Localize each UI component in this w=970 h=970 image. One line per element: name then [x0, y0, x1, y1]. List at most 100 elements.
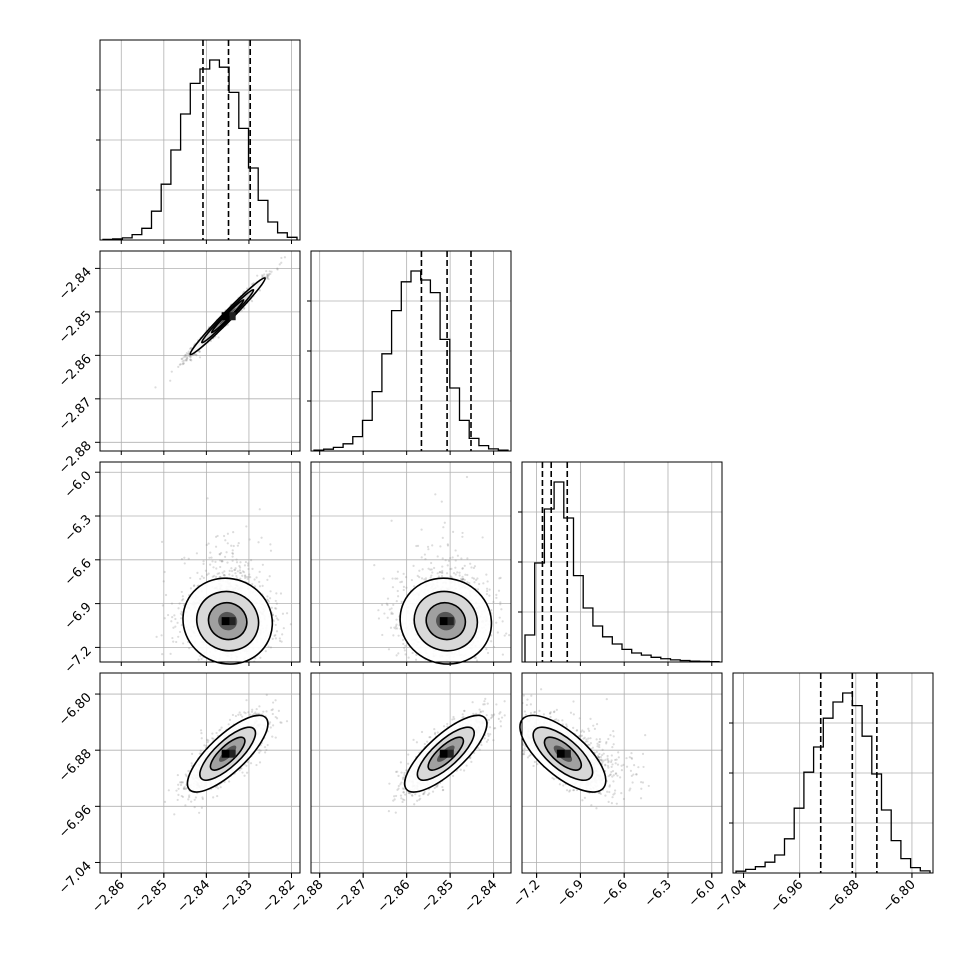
data-point	[186, 357, 189, 360]
data-point	[252, 281, 255, 285]
data-point	[277, 618, 280, 621]
data-point	[396, 570, 399, 573]
data-point	[269, 726, 272, 729]
data-point	[228, 718, 232, 721]
data-point	[207, 542, 210, 545]
data-point	[223, 570, 226, 573]
data-point	[222, 573, 225, 577]
data-point	[257, 541, 260, 544]
data-point	[274, 607, 277, 610]
data-point	[473, 581, 476, 584]
data-point	[238, 564, 241, 568]
data-point	[495, 593, 498, 596]
density-peak	[221, 312, 230, 321]
data-point	[395, 600, 398, 603]
data-point	[499, 576, 502, 580]
data-point	[198, 350, 201, 353]
data-point	[275, 592, 278, 595]
data-point	[267, 273, 271, 276]
data-point	[241, 570, 245, 573]
data-point	[265, 710, 268, 713]
data-point	[223, 574, 226, 577]
data-point	[461, 575, 464, 578]
data-point	[377, 617, 381, 620]
data-point	[466, 581, 469, 584]
data-point	[231, 559, 234, 562]
data-point	[258, 712, 261, 715]
data-point	[182, 359, 186, 362]
data-point	[161, 653, 164, 656]
data-point	[190, 359, 193, 362]
data-point	[389, 626, 393, 629]
data-point	[440, 574, 444, 578]
data-point	[418, 575, 421, 579]
data-point	[388, 608, 391, 611]
histogram-2	[524, 481, 720, 663]
data-point	[194, 353, 198, 356]
data-point	[473, 656, 476, 659]
data-point	[275, 602, 278, 605]
data-point	[269, 646, 273, 649]
data-point	[263, 746, 267, 749]
data-point	[266, 595, 269, 598]
data-point	[175, 640, 178, 644]
data-point	[189, 358, 192, 361]
data-point	[485, 573, 488, 576]
data-point	[462, 577, 465, 581]
data-point	[203, 666, 205, 668]
data-point	[234, 572, 237, 575]
data-point	[231, 552, 235, 555]
data-point	[404, 653, 407, 656]
data-point	[425, 667, 427, 669]
data-point	[170, 370, 173, 373]
data-point	[189, 347, 192, 350]
data-point	[490, 609, 493, 612]
data-point	[231, 552, 234, 555]
data-point	[180, 610, 183, 613]
data-point	[429, 670, 431, 672]
data-point	[255, 576, 258, 579]
data-point	[200, 657, 203, 661]
data-point	[396, 627, 399, 630]
data-point	[204, 569, 207, 572]
data-point	[476, 577, 479, 580]
data-point	[183, 354, 186, 357]
data-point	[445, 572, 449, 575]
data-point	[259, 656, 262, 659]
data-point	[196, 571, 199, 574]
data-point	[416, 574, 419, 577]
data-point	[163, 800, 167, 803]
data-point	[485, 587, 489, 590]
data-point	[173, 614, 176, 617]
data-point	[163, 617, 166, 620]
data-point	[214, 560, 217, 563]
data-point	[454, 573, 457, 576]
data-point	[381, 633, 384, 637]
data-point	[207, 739, 210, 742]
data-point	[242, 571, 246, 574]
data-point	[199, 655, 202, 658]
panel-1-1	[310, 250, 512, 452]
data-point	[219, 565, 222, 569]
data-point	[441, 571, 444, 574]
data-point	[500, 608, 503, 611]
data-point	[485, 648, 488, 651]
data-point	[405, 586, 408, 589]
data-point	[230, 544, 233, 547]
data-point	[181, 595, 184, 598]
data-point	[397, 595, 400, 598]
data-point	[238, 569, 242, 572]
data-point	[163, 570, 166, 574]
data-point	[154, 386, 157, 389]
density-peak	[229, 312, 236, 321]
data-point	[232, 530, 235, 534]
data-point	[189, 355, 192, 358]
data-point	[269, 272, 272, 275]
data-point	[226, 561, 229, 564]
data-point	[243, 774, 246, 777]
data-point	[281, 633, 284, 636]
data-point	[275, 630, 279, 633]
data-point	[497, 589, 501, 592]
data-point	[193, 584, 196, 587]
